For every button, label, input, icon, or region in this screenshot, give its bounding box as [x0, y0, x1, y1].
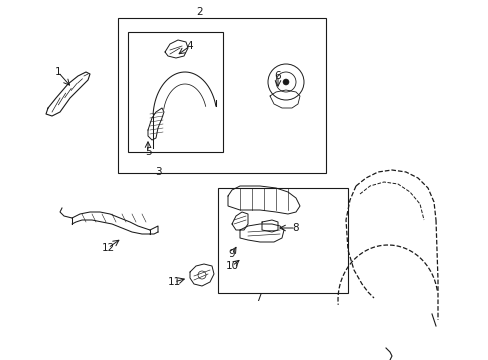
Text: 8: 8 [292, 223, 299, 233]
Bar [218, 188, 347, 293]
Text: 6: 6 [274, 71, 281, 81]
Text: 2: 2 [196, 7, 203, 17]
Text: 1: 1 [55, 67, 61, 77]
Text: 12: 12 [101, 243, 114, 253]
Text: 5: 5 [144, 147, 151, 157]
Text: 10: 10 [225, 261, 238, 271]
Circle shape [283, 79, 288, 85]
Bar [128, 32, 223, 152]
Text: 4: 4 [186, 41, 193, 51]
Text: 7: 7 [254, 293, 261, 303]
Bar [118, 18, 325, 173]
Text: 3: 3 [154, 167, 161, 177]
Text: 9: 9 [228, 249, 235, 259]
Text: 11: 11 [167, 277, 180, 287]
